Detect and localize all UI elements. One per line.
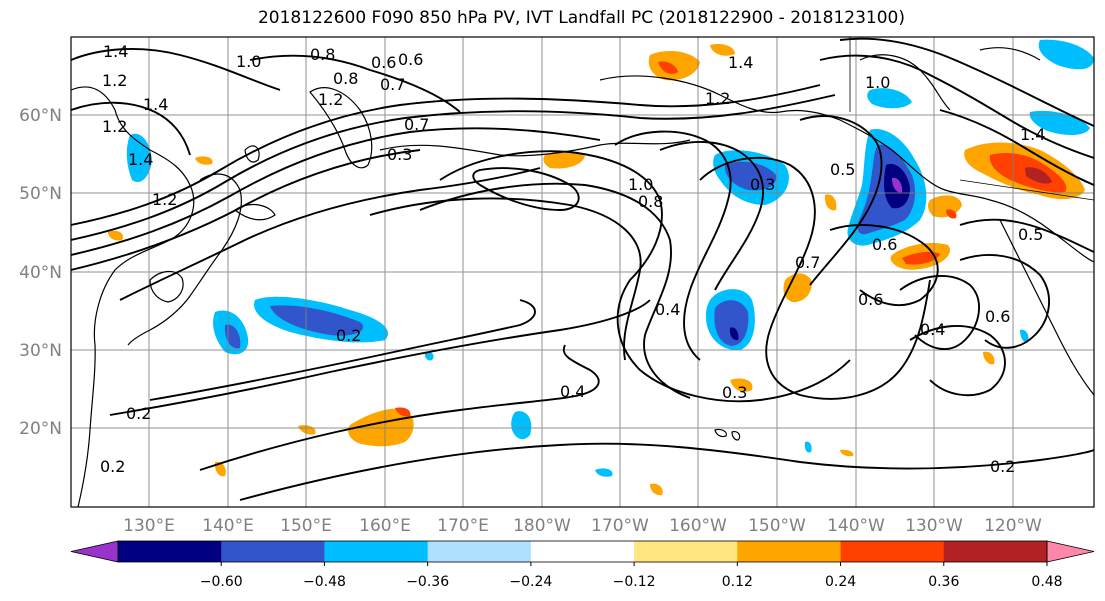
lon-label: 170°W [591,516,649,536]
lon-label: 120°W [984,516,1042,536]
colorbar-tick-label: −0.24 [509,574,552,590]
contour-label: 0.3 [750,175,775,194]
colorbar-tick-label: 0.12 [722,574,753,590]
lon-label: 160°E [359,516,411,536]
lon-label: 130°E [123,516,175,536]
colorbar-tick-label: 0.36 [928,574,959,590]
contour-label: 0.6 [858,290,883,309]
contour-label: 0.6 [398,50,423,69]
contour-label: 1.0 [236,52,261,71]
contour-label: 1.4 [728,53,753,72]
colorbar-tick-label: −0.60 [200,574,243,590]
lon-label: 140°E [202,516,254,536]
lat-label: 60°N [19,106,62,126]
colorbar-bin [324,541,428,562]
map-plot-area: 1.4 1.0 0.8 0.6 0.7 1.2 1.4 1.2 1.4 1.2 … [71,37,1094,507]
contour-label: 0.6 [371,53,396,72]
lat-label: 30°N [19,341,62,361]
contour-label: 0.3 [722,383,747,402]
contour-label: 0.7 [404,115,429,134]
lon-labels: 130°E 140°E 150°E 160°E 170°E 180°W 170°… [123,516,1042,536]
contour-label: 1.0 [865,73,890,92]
colorbar-bin [221,541,325,562]
contour-label: 1.2 [152,190,177,209]
contour-label: 0.2 [336,326,361,345]
colorbar-extend-right [1047,541,1094,562]
contour-label: 0.6 [985,307,1010,326]
lon-label: 150°W [748,516,806,536]
colorbar-bin [737,541,841,562]
contour-label: 0.2 [126,404,151,423]
contour-label: 1.4 [103,42,128,61]
contour-label: 0.4 [655,300,680,319]
contour-label: 0.7 [795,253,820,272]
contour-label: 0.6 [872,235,897,254]
contour-label: 1.2 [705,89,730,108]
colorbar-bin [531,541,635,562]
colorbar-tick-label: −0.12 [613,574,656,590]
contour-label: 0.8 [333,69,358,88]
colorbar-bin [428,541,532,562]
colorbar-bin [944,541,1048,562]
contour-label: 0.8 [638,192,663,211]
contour-label: 0.5 [830,160,855,179]
contour-label: 0.5 [1018,225,1043,244]
contour-label: 1.2 [318,90,343,109]
contour-label: 0.4 [920,320,945,339]
contour-label: 0.2 [100,457,125,476]
contour-label: 0.3 [387,145,412,164]
lon-label: 130°W [905,516,963,536]
colorbar-tick-label: 0.24 [825,574,856,590]
contour-label: 1.4 [143,95,168,114]
contour-label: 1.4 [1020,125,1045,144]
lon-label: 180°W [513,516,571,536]
contour-label: 1.2 [102,71,127,90]
contour-label: 0.4 [560,382,585,401]
lat-label: 20°N [19,419,62,439]
lon-label: 170°E [437,516,489,536]
colorbar-extend-left [71,541,118,562]
lat-label: 40°N [19,263,62,283]
colorbar: −0.60 −0.48 −0.36 −0.24 −0.12 0.12 0.24 0.36 0.4… [71,541,1105,590]
colorbar-tick-label: −0.48 [303,574,346,590]
lon-label: 150°E [280,516,332,536]
colorbar-bin [118,541,222,562]
pv-ivt-map: 1.4 1.0 0.8 0.6 0.7 1.2 1.4 1.2 1.4 1.2 … [0,0,1105,601]
contour-label: 1.4 [128,150,153,169]
lat-label: 50°N [19,184,62,204]
colorbar-bin [841,541,945,562]
contour-label: 1.2 [102,117,127,136]
lat-labels: 60°N 50°N 40°N 30°N 20°N [19,106,62,439]
contour-label: 0.2 [990,457,1015,476]
contour-label: 0.7 [380,75,405,94]
colorbar-tick-label: −0.36 [406,574,449,590]
colorbar-bin [634,541,738,562]
contour-label: 0.8 [310,45,335,64]
lon-label: 160°W [669,516,727,536]
colorbar-tick-label: 0.48 [1031,574,1062,590]
lon-label: 140°W [827,516,885,536]
